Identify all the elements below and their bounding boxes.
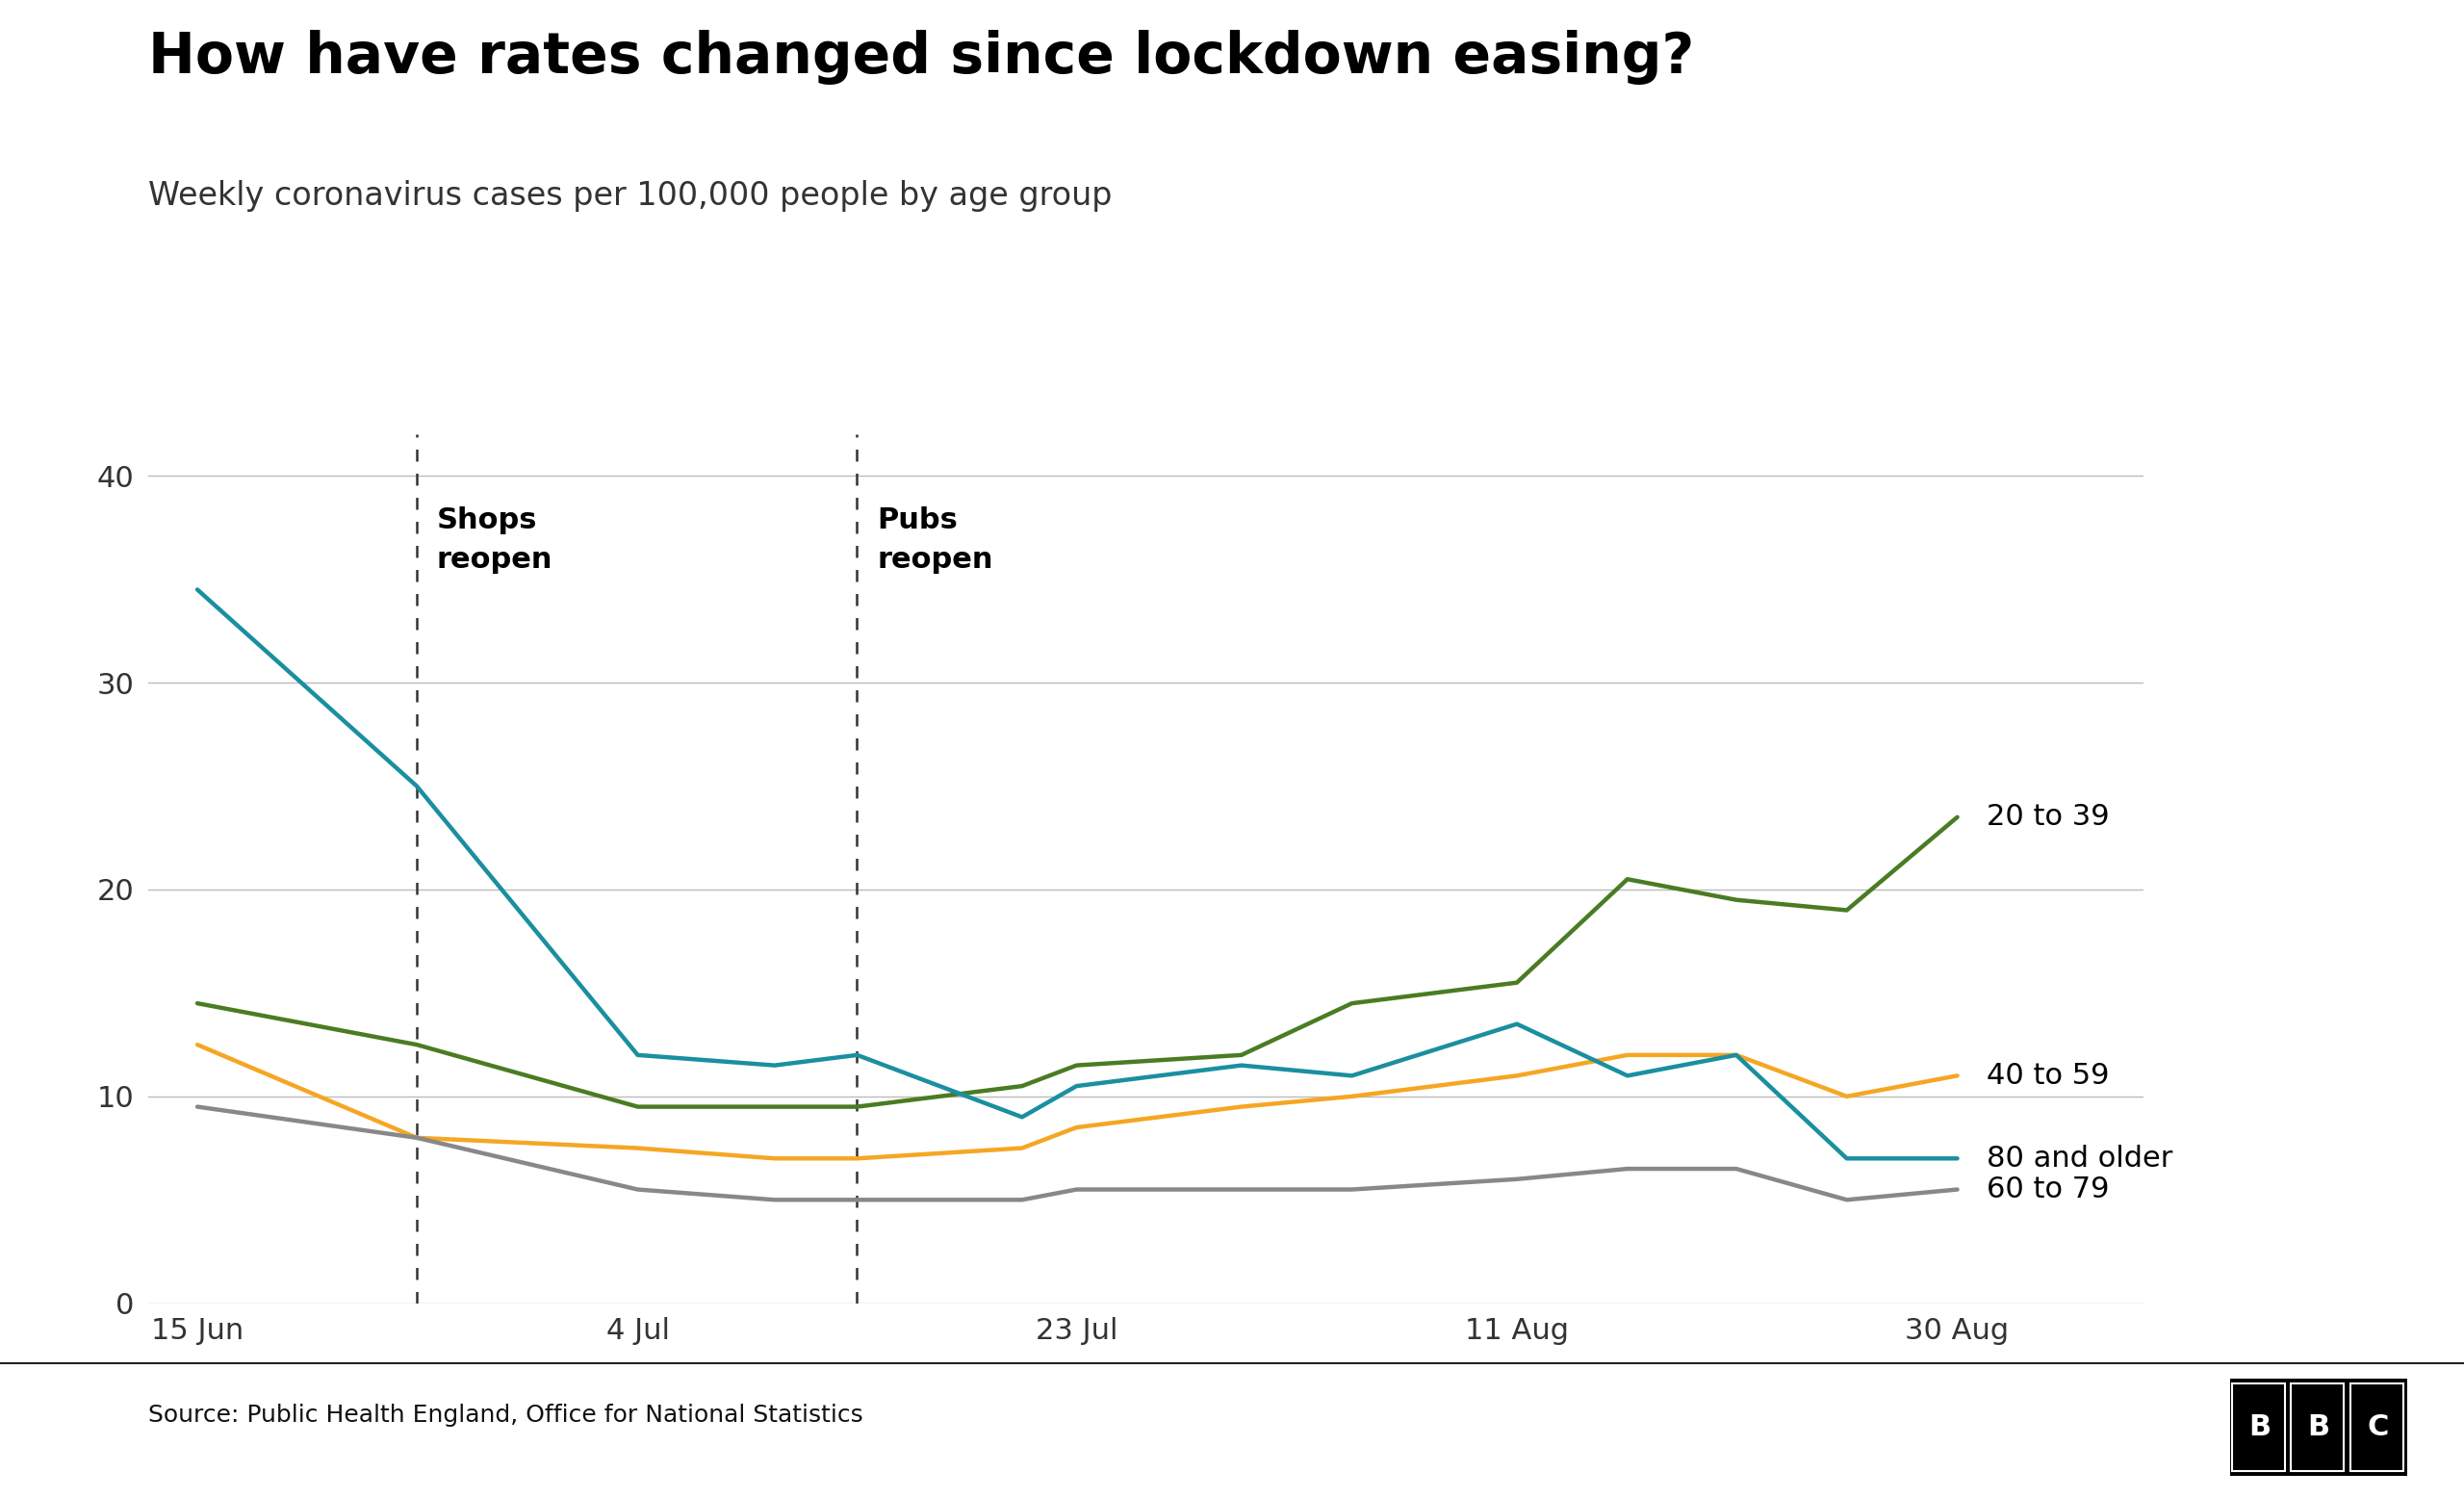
FancyBboxPatch shape (2351, 1383, 2402, 1471)
Text: Shops
reopen: Shops reopen (436, 506, 552, 574)
Text: 60 to 79: 60 to 79 (1986, 1176, 2109, 1203)
Text: Weekly coronavirus cases per 100,000 people by age group: Weekly coronavirus cases per 100,000 peo… (148, 180, 1111, 211)
Text: 80 and older: 80 and older (1986, 1144, 2173, 1173)
Text: B: B (2306, 1413, 2331, 1441)
Text: Source: Public Health England, Office for National Statistics: Source: Public Health England, Office fo… (148, 1404, 862, 1428)
Text: 40 to 59: 40 to 59 (1986, 1062, 2109, 1089)
Text: Pubs
reopen: Pubs reopen (877, 506, 993, 574)
FancyBboxPatch shape (2232, 1383, 2284, 1471)
Text: C: C (2368, 1413, 2388, 1441)
Text: 20 to 39: 20 to 39 (1986, 803, 2109, 831)
Text: How have rates changed since lockdown easing?: How have rates changed since lockdown ea… (148, 30, 1693, 85)
FancyBboxPatch shape (2292, 1383, 2343, 1471)
Text: B: B (2247, 1413, 2272, 1441)
